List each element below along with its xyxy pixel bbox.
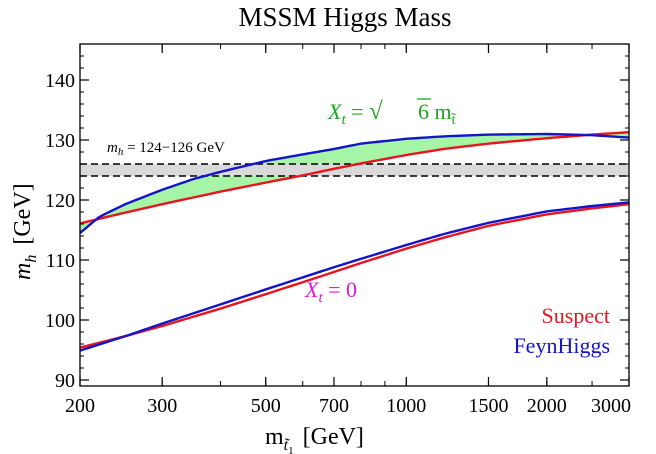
svg-text:6 mt̃: 6 mt̃ (418, 99, 456, 128)
legend-entry-feynhiggs: FeynHiggs (513, 333, 610, 358)
x-tick-label: 500 (251, 395, 281, 417)
x-tick-label: 200 (65, 395, 95, 417)
y-tick-label: 100 (45, 310, 75, 332)
band-label: mh = 124−126 GeV (107, 140, 225, 158)
y-axis-label: mh[GeV] (10, 183, 40, 280)
legend: Suspect FeynHiggs (513, 303, 610, 358)
svg-text:Xt = √: Xt = √ (327, 98, 383, 128)
series-line-suspect-xt-sqrt6 (80, 131, 629, 225)
x-tick-label: 2000 (527, 395, 567, 417)
series-line-feynhiggs-xt-sqrt6 (80, 132, 629, 234)
x-tick-label: 3000 (591, 395, 631, 417)
plot-frame (79, 43, 630, 387)
x-tick-label: 1500 (468, 395, 508, 417)
plot-clip-area (80, 131, 629, 352)
annotation-xt-sqrt6: Xt = √ 6 mt̃ (327, 98, 456, 128)
series-line-feynhiggs-xt-0 (80, 201, 629, 352)
chart-title: MSSM Higgs Mass (238, 2, 451, 32)
x-axis-label: mt̃1[GeV] (265, 424, 364, 454)
annotation-xt-0: Xt = 0 (304, 277, 357, 306)
y-tick-label: 90 (55, 370, 75, 392)
x-tick-label: 700 (319, 395, 349, 417)
y-tick-label: 120 (45, 190, 75, 212)
series-line-suspect-xt-0 (80, 203, 629, 349)
x-axis-ticks: 200 300 500 700 1000 1500 2000 3000 (65, 44, 631, 417)
y-tick-label: 130 (45, 130, 75, 152)
y-tick-label: 140 (45, 70, 75, 92)
y-axis-ticks: 90 100 110 120 130 140 (45, 55, 629, 392)
x-tick-label: 1000 (386, 395, 426, 417)
y-tick-label: 110 (46, 250, 75, 272)
legend-entry-suspect: Suspect (542, 303, 610, 328)
x-tick-label: 300 (147, 395, 177, 417)
green-fill-region (80, 132, 629, 233)
series-lines (80, 131, 629, 352)
